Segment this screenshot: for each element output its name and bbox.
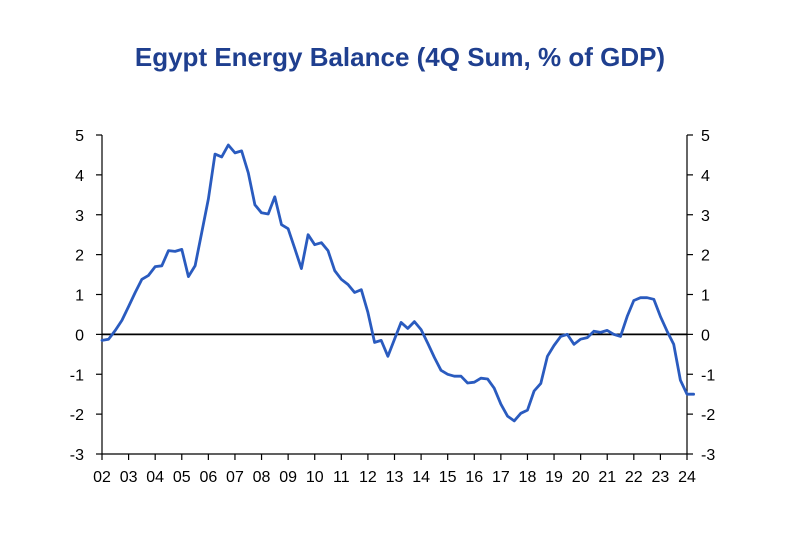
y-tick-label-left: 5 [75, 128, 84, 145]
x-tick-label: 23 [652, 469, 670, 486]
x-tick-label: 15 [439, 469, 457, 486]
x-axis-labels: 02 03 04 05 06 07 08 09 10 11 12 13 14 15 16 17 18 19 20 21… [93, 469, 696, 486]
x-tick-label: 10 [306, 469, 324, 486]
y-tick-label-right: 3 [701, 208, 710, 225]
x-tick-label: 20 [572, 469, 590, 486]
y-tick-label-right: -3 [701, 447, 715, 464]
y-tick-label-left: -3 [70, 447, 84, 464]
axes [96, 134, 693, 460]
series-line [100, 143, 695, 423]
x-tick-label: 07 [226, 469, 244, 486]
y-tick-label-left: -2 [70, 407, 84, 424]
x-tick-label: 22 [625, 469, 643, 486]
x-tick-label: 12 [359, 469, 377, 486]
x-tick-label: 14 [412, 469, 430, 486]
y-axis-right-labels: 5 4 3 2 1 0 -1 -2 -3 [701, 128, 715, 464]
y-tick-label-right: 5 [701, 128, 710, 145]
x-tick-label: 21 [598, 469, 616, 486]
series-group [100, 143, 695, 423]
y-tick-label-right: 4 [701, 168, 710, 185]
x-tick-label: 06 [199, 469, 217, 486]
y-tick-label-right: -2 [701, 407, 715, 424]
y-tick-label-right: 0 [701, 327, 710, 344]
y-tick-label-right: -1 [701, 367, 715, 384]
x-tick-label: 02 [93, 469, 111, 486]
y-tick-label-left: 2 [75, 248, 84, 265]
x-tick-label: 16 [465, 469, 483, 486]
x-tick-label: 24 [678, 469, 696, 486]
x-tick-label: 08 [253, 469, 271, 486]
x-tick-label: 13 [386, 469, 404, 486]
x-tick-label: 04 [146, 469, 164, 486]
x-tick-label: 18 [519, 469, 537, 486]
chart-title: Egypt Energy Balance (4Q Sum, % of GDP) [134, 42, 666, 72]
y-tick-label-right: 2 [701, 248, 710, 265]
x-tick-label: 05 [173, 469, 191, 486]
y-tick-label-right: 1 [701, 288, 710, 305]
y-tick-label-left: 4 [75, 168, 84, 185]
y-tick-label-left: 3 [75, 208, 84, 225]
y-tick-label-left: -1 [70, 367, 84, 384]
y-tick-label-left: 1 [75, 288, 84, 305]
y-axis-left-labels: 5 4 3 2 1 0 -1 -2 -3 [70, 128, 84, 464]
x-tick-label: 11 [333, 469, 350, 486]
x-tick-label: 17 [492, 469, 510, 486]
x-tick-label: 09 [279, 469, 297, 486]
x-tick-label: 03 [120, 469, 138, 486]
x-tick-label: 19 [545, 469, 563, 486]
y-tick-label-left: 0 [75, 327, 84, 344]
